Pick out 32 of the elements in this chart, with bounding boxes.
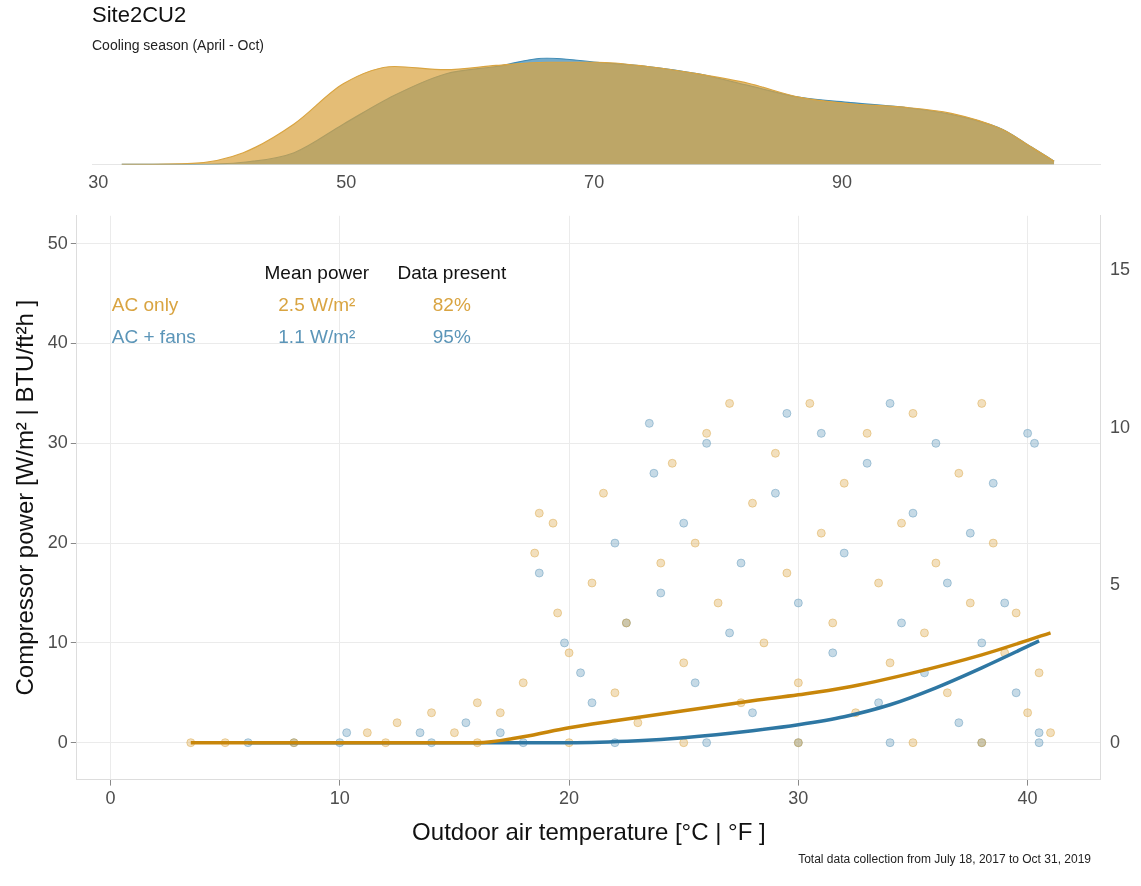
annotation: 2.5 W/m² — [278, 294, 356, 316]
text: AC only — [111, 294, 179, 316]
x-tick-label: 50 — [336, 172, 357, 193]
text: AC + fans — [111, 326, 196, 348]
x-tick-label: 70 — [584, 172, 605, 193]
y2-tick-label: 5 — [1109, 574, 1120, 595]
y-tick-label: 30 — [47, 432, 68, 453]
annotation: Mean power — [264, 262, 370, 284]
y-tick-label: 10 — [47, 631, 68, 652]
y-tick-label: 20 — [47, 532, 68, 553]
y-tick-label: 50 — [47, 232, 68, 253]
x-tick-label: 30 — [88, 172, 109, 193]
y2-tick-label: 10 — [1109, 416, 1131, 437]
y2-tick-label: 0 — [1109, 731, 1120, 752]
x-tick-label: 0 — [105, 788, 116, 809]
chart-title: Site2CU2 — [91, 1, 188, 28]
chart-subtitle: Cooling season (April - Oct) — [91, 36, 265, 54]
annotation: Data present — [397, 262, 507, 284]
x-tick-label: 20 — [559, 788, 580, 809]
annotation: 1.1 W/m² — [278, 326, 356, 348]
text: Total data collection from July 18, 2017 to Oct 31, 2019 — [797, 852, 1092, 866]
y-axis-title: Compressor power [W/m² | BTU/ft²h ] — [11, 299, 39, 696]
annotation: 95% — [432, 326, 471, 348]
x-tick-label: 10 — [329, 788, 350, 809]
x-tick-label: 90 — [832, 172, 853, 193]
x-tick-label: 40 — [1017, 788, 1038, 809]
x-tick-label: 30 — [788, 788, 809, 809]
annotation: 82% — [432, 294, 471, 316]
y-tick-label: 0 — [57, 731, 68, 752]
x-axis-title: Outdoor air temperature [°C | °F ] — [412, 818, 766, 846]
y2-tick-label: 15 — [1109, 259, 1131, 280]
y-tick-label: 40 — [47, 332, 68, 353]
